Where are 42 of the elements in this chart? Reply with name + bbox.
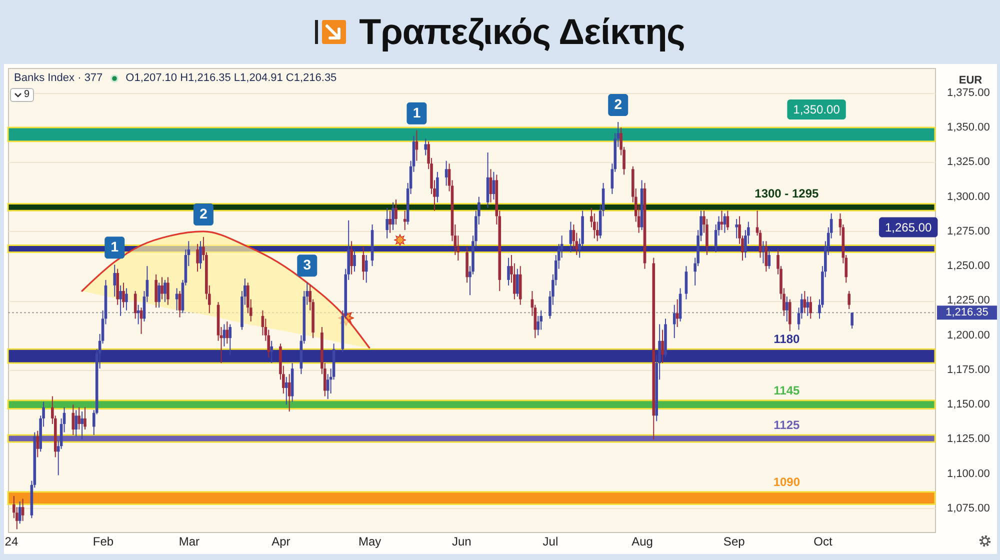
annotation: 9 — [24, 89, 30, 101]
y-tick-label: 1,150.00 — [947, 398, 990, 411]
x-tick-label: Jun — [452, 534, 472, 548]
annotation: 1,350.00 — [793, 102, 840, 117]
y-tick-label: 1,075.00 — [947, 502, 990, 514]
annotation: O1,207.10 H1,216.35 L1,204.91 C1,216.35 — [126, 71, 337, 85]
x-tick-label: Mar — [178, 534, 200, 548]
x-tick-label: Oct — [814, 534, 833, 548]
y-axis-title: EUR — [958, 74, 982, 86]
y-tick-label: 1,350.00 — [947, 122, 990, 134]
annotation: 2 — [614, 96, 622, 112]
band-label: 1125 — [774, 418, 800, 432]
annotation: 1 — [412, 104, 421, 120]
dropdown-toggle: 9 — [10, 88, 34, 102]
y-tick-label: 1,300.00 — [947, 190, 990, 203]
x-tick-label: Jul — [542, 534, 558, 548]
band-label: 1145 — [774, 383, 800, 398]
y-tick-label: 1,225.00 — [947, 294, 990, 307]
y-tick-label: 1,275.00 — [947, 225, 990, 238]
y-tick-label: 1,200.00 — [947, 329, 990, 342]
x-tick-label: Feb — [92, 534, 114, 548]
annotation: 2 — [200, 205, 208, 222]
annotation: 1 — [110, 238, 119, 255]
y-tick-label: 1,175.00 — [947, 364, 990, 376]
annotation: 3 — [303, 256, 312, 273]
chart-title: Τραπεζικός Δείκτης — [359, 11, 685, 52]
annotation: Banks Index · 377 — [14, 71, 103, 85]
y-tick-label: 1,325.00 — [947, 156, 990, 168]
y-tick-label: 1,100.00 — [947, 468, 990, 480]
x-tick-label: Aug — [632, 534, 653, 548]
y-tick-label: 1,125.00 — [947, 433, 990, 446]
annotation: 1,265.00 — [884, 220, 932, 234]
band-label: 1090 — [773, 474, 800, 489]
y-tick-label: 1,250.00 — [947, 260, 990, 272]
x-tick-label: May — [358, 534, 382, 548]
ref-line-label: 1,216.35 — [946, 306, 988, 319]
x-tick-label: Sep — [723, 534, 746, 548]
band-label: 1300 - 1295 — [754, 186, 820, 201]
x-tick-label: Apr — [272, 534, 290, 548]
y-tick-label: 1,375.00 — [947, 86, 990, 99]
x-tick-label: 24 — [4, 534, 18, 548]
band-label: 1180 — [774, 332, 800, 346]
